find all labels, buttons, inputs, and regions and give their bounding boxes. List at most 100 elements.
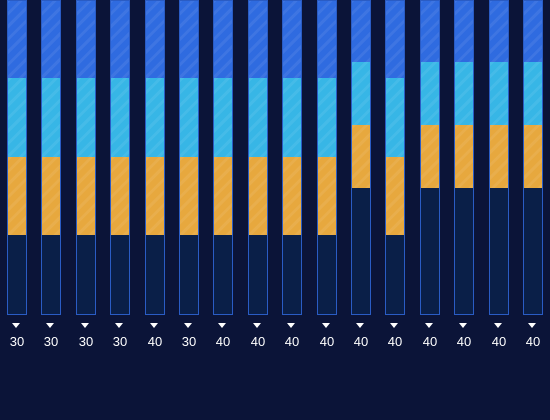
level-segment (490, 62, 508, 125)
level-segment (111, 1, 129, 78)
empty-segment (455, 251, 473, 314)
dropdown-arrow-icon[interactable] (12, 323, 20, 328)
level-segment (352, 62, 370, 125)
dropdown-arrow-icon[interactable] (528, 323, 536, 328)
empty-segment (352, 251, 370, 314)
level-bar (248, 0, 268, 315)
level-bar (110, 0, 130, 315)
meter-value: 40 (353, 334, 369, 349)
dropdown-arrow-icon[interactable] (322, 323, 330, 328)
level-segment (318, 1, 336, 78)
dropdown-arrow-icon[interactable] (218, 323, 226, 328)
meter-value: 40 (284, 334, 300, 349)
empty-segment (524, 251, 542, 314)
level-bar (145, 0, 165, 315)
empty-segment (111, 235, 129, 314)
level-bar (179, 0, 199, 315)
level-segment (8, 156, 26, 236)
meter-value: 40 (250, 334, 266, 349)
dropdown-arrow-icon[interactable] (115, 323, 123, 328)
level-segment (180, 77, 198, 157)
dropdown-arrow-icon[interactable] (184, 323, 192, 328)
empty-segment (146, 235, 164, 314)
level-segment (524, 1, 542, 62)
level-segment (42, 156, 60, 236)
level-segment (77, 156, 95, 236)
dropdown-arrow-icon[interactable] (459, 323, 467, 328)
level-segment (318, 156, 336, 236)
level-segment (146, 156, 164, 236)
meter-value: 40 (215, 334, 231, 349)
meter-value: 40 (456, 334, 472, 349)
empty-segment (283, 235, 301, 314)
level-segment (524, 62, 542, 125)
level-segment (180, 156, 198, 236)
meter-value: 30 (112, 334, 128, 349)
level-segment (214, 1, 232, 78)
empty-segment (421, 188, 439, 251)
dropdown-arrow-icon[interactable] (253, 323, 261, 328)
empty-segment (180, 235, 198, 314)
level-segment (421, 1, 439, 62)
level-segment (318, 77, 336, 157)
dropdown-arrow-icon[interactable] (356, 323, 364, 328)
dropdown-arrow-icon[interactable] (150, 323, 158, 328)
empty-segment (214, 235, 232, 314)
level-segment (455, 125, 473, 188)
level-bar (523, 0, 543, 315)
level-segment (8, 1, 26, 78)
level-segment (386, 1, 404, 78)
empty-segment (455, 188, 473, 251)
dropdown-arrow-icon[interactable] (390, 323, 398, 328)
dropdown-arrow-icon[interactable] (46, 323, 54, 328)
level-bar (282, 0, 302, 315)
level-bar (454, 0, 474, 315)
level-bar (76, 0, 96, 315)
level-segment (524, 125, 542, 188)
dropdown-arrow-icon[interactable] (81, 323, 89, 328)
level-segment (283, 1, 301, 78)
level-segment (455, 1, 473, 62)
dropdown-arrow-icon[interactable] (494, 323, 502, 328)
level-bar (41, 0, 61, 315)
level-segment (421, 62, 439, 125)
meter-value: 40 (491, 334, 507, 349)
level-bar (7, 0, 27, 315)
level-segment (283, 156, 301, 236)
level-bar (420, 0, 440, 315)
meter-value: 40 (319, 334, 335, 349)
empty-segment (318, 235, 336, 314)
empty-segment (352, 188, 370, 251)
empty-segment (77, 235, 95, 314)
empty-segment (490, 251, 508, 314)
meter-value: 40 (147, 334, 163, 349)
level-bar (489, 0, 509, 315)
level-bar (385, 0, 405, 315)
dropdown-arrow-icon[interactable] (425, 323, 433, 328)
level-segment (421, 125, 439, 188)
meter-value: 40 (422, 334, 438, 349)
meter-value: 30 (43, 334, 59, 349)
level-segment (111, 156, 129, 236)
level-segment (490, 1, 508, 62)
level-bar (351, 0, 371, 315)
level-segment (8, 77, 26, 157)
level-segment (490, 125, 508, 188)
meter-value: 30 (9, 334, 25, 349)
dropdown-arrow-icon[interactable] (287, 323, 295, 328)
level-segment (146, 1, 164, 78)
level-segment (352, 1, 370, 62)
empty-segment (490, 188, 508, 251)
empty-segment (42, 235, 60, 314)
empty-segment (524, 188, 542, 251)
level-segment (455, 62, 473, 125)
level-segment (214, 77, 232, 157)
level-segment (386, 156, 404, 236)
level-segment (386, 77, 404, 157)
level-bar (213, 0, 233, 315)
level-segment (77, 1, 95, 78)
level-bar (317, 0, 337, 315)
meter-value: 40 (525, 334, 541, 349)
empty-segment (421, 251, 439, 314)
